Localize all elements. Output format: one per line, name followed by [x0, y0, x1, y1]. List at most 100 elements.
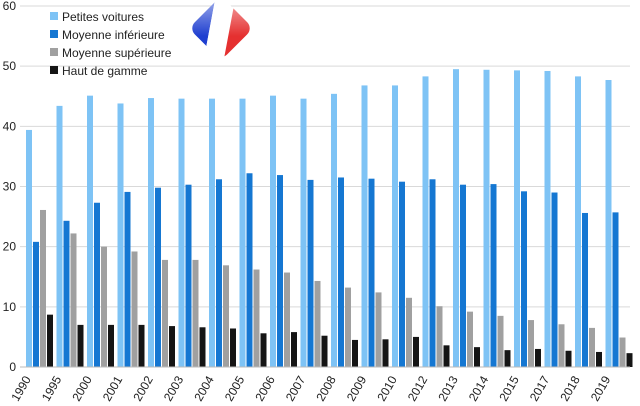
bar: [544, 70, 551, 367]
bar: [223, 265, 229, 367]
bar: [108, 324, 114, 367]
bar: [321, 335, 328, 367]
bar: [368, 178, 375, 367]
bar: [277, 175, 283, 367]
bar: [514, 70, 520, 368]
bar: [345, 287, 351, 367]
bar: [436, 306, 443, 367]
y-tick-label: 20: [3, 240, 17, 254]
bar: [582, 212, 588, 367]
x-tick-label: 2010: [374, 373, 400, 403]
bar: [199, 327, 206, 367]
bar: [422, 76, 429, 368]
bar: [169, 326, 175, 367]
bar: [375, 292, 382, 367]
bar: [87, 95, 93, 368]
bar: [575, 76, 581, 368]
bar: [558, 324, 565, 367]
bar: [47, 314, 53, 367]
bar: [260, 333, 267, 367]
bar: [497, 315, 504, 367]
x-tick-label: 1995: [39, 373, 65, 403]
bar: [490, 184, 497, 367]
x-tick-label: 2007: [283, 373, 309, 403]
bar: [399, 181, 405, 367]
x-tick-label: 2018: [557, 373, 583, 403]
bar: [209, 98, 215, 367]
y-tick-label: 30: [3, 180, 17, 194]
bar: [178, 98, 185, 367]
x-tick-label: 2003: [161, 373, 187, 403]
bar: [138, 324, 145, 367]
bar: [124, 191, 131, 367]
x-tick-label: 2014: [466, 373, 492, 403]
bar: [117, 103, 124, 367]
bar: [443, 345, 450, 367]
bar: [413, 336, 419, 367]
bar: [504, 350, 511, 367]
bar: [70, 233, 77, 367]
bar: [40, 209, 46, 367]
bar: [77, 324, 84, 367]
bar: [467, 311, 473, 367]
bar: [429, 179, 436, 367]
bar: [460, 184, 466, 367]
legend-label: Haut de gamme: [62, 64, 148, 78]
x-axis-ticks: 1990 1995 2000 2001 2002 2003 2004 2005 2006 2007…: [8, 373, 613, 403]
x-tick-label: 2015: [496, 373, 522, 403]
x-tick-label: 2005: [222, 373, 248, 403]
bar: [535, 348, 541, 367]
bar: [612, 212, 619, 367]
bar: [56, 105, 63, 368]
bar: [162, 259, 168, 367]
bar: [596, 351, 602, 367]
bar: [589, 327, 595, 367]
x-tick-label: 2000: [69, 373, 95, 403]
bars: [26, 69, 633, 368]
y-tick-label: 10: [3, 300, 17, 314]
bar: [291, 332, 297, 367]
bar: [352, 339, 358, 367]
bar: [483, 69, 490, 367]
bar: [33, 241, 39, 367]
bar: [239, 98, 246, 367]
bar: [192, 259, 199, 367]
bar: [270, 95, 276, 368]
bar: [619, 337, 626, 367]
bar: [338, 177, 344, 367]
bar: [528, 320, 534, 367]
bar: [307, 179, 314, 367]
legend-swatch: [50, 12, 58, 20]
legend-swatch: [50, 48, 58, 56]
bar: [565, 350, 572, 367]
bar: [185, 184, 192, 367]
bar: [230, 328, 236, 367]
x-tick-label: 2004: [191, 373, 217, 403]
bar: [474, 347, 480, 367]
bar: [331, 93, 337, 368]
legend: Petites voitures Moyenne inférieure Moyenn…: [50, 10, 172, 78]
france-flag-icon: [188, 0, 254, 61]
bar: [605, 80, 612, 367]
bar: [216, 179, 222, 367]
bar: [131, 251, 138, 367]
bar: [392, 85, 398, 368]
bar: [626, 353, 633, 367]
bar: [382, 339, 389, 367]
bar: [300, 98, 307, 367]
bar: [406, 297, 412, 367]
bar: [155, 187, 161, 367]
legend-label: Petites voitures: [62, 10, 144, 24]
y-tick-label: 40: [3, 119, 17, 133]
bar: [148, 98, 154, 368]
x-tick-label: 2002: [130, 373, 156, 403]
x-tick-label: 2008: [313, 373, 339, 403]
bar: [453, 69, 459, 368]
bar: [101, 246, 107, 367]
x-tick-label: 2019: [588, 373, 614, 403]
bar: [246, 173, 253, 367]
bar: [361, 85, 368, 368]
x-tick-label: 2009: [344, 373, 370, 403]
legend-swatch: [50, 66, 58, 74]
